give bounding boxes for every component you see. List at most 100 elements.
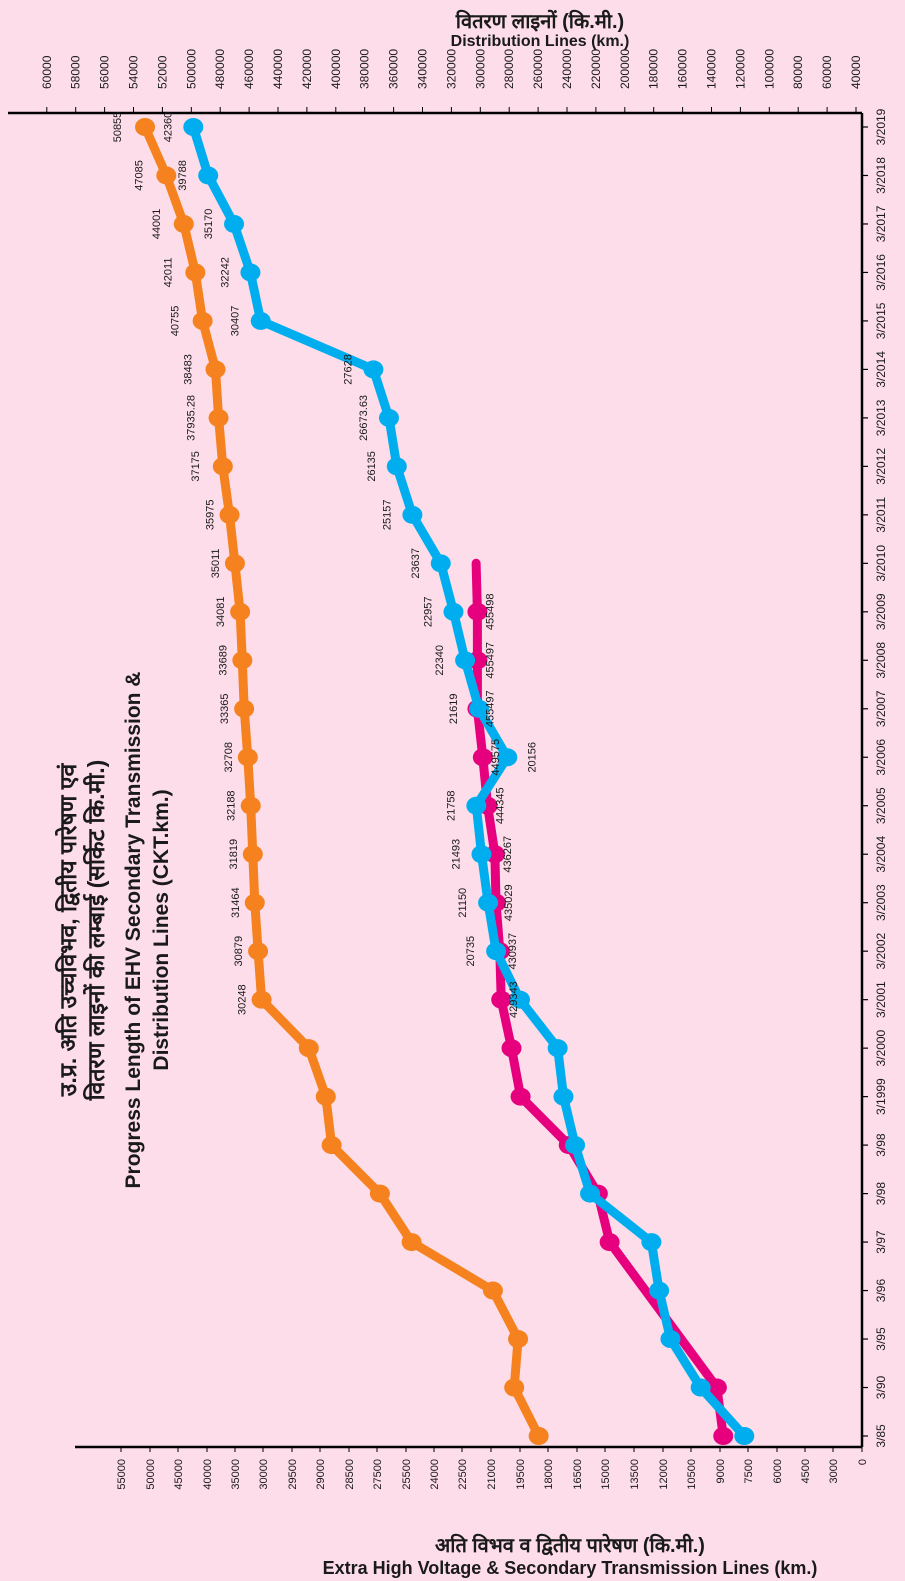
ehv-series-data-label: 34081 — [215, 597, 227, 628]
ehv-series-point — [401, 1233, 422, 1252]
bottom-tick-label: 22500 — [457, 1459, 469, 1490]
ehv-series-point — [248, 942, 269, 961]
bottom-tick-label: 13500 — [629, 1459, 641, 1490]
bottom-tick-label: 45000 — [173, 1459, 185, 1490]
ehv-series-point — [192, 311, 213, 330]
distribution-series-point — [706, 1378, 727, 1397]
ehv-series-data-label: 44001 — [151, 209, 163, 240]
secondary-series-data-label: 22340 — [434, 645, 446, 676]
secondary-series-point — [250, 311, 271, 330]
top-tick-label: 260000 — [531, 49, 545, 89]
top-tick-label: 360000 — [387, 49, 401, 89]
ehv-series-point — [504, 1378, 525, 1397]
secondary-series-point — [565, 1136, 586, 1155]
secondary-series-data-label: 32242 — [219, 257, 231, 288]
x-tick-label: 3/2019 — [874, 108, 888, 145]
x-tick-label: 3/2013 — [874, 399, 888, 436]
chart-title-en-line2: Distribution Lines (CKT.km.) — [150, 789, 173, 1070]
top-tick-label: 460000 — [242, 49, 256, 89]
secondary-series-line — [188, 122, 749, 1441]
secondary-series-data-label: 39788 — [177, 160, 189, 191]
x-tick-label: 3/2004 — [874, 836, 888, 873]
x-tick-label: 3/2017 — [874, 205, 888, 242]
top-tick-label: 140000 — [705, 49, 719, 89]
ehv-series-point — [242, 845, 263, 864]
ehv-series-data-label: 35975 — [205, 500, 217, 531]
bottom-tick-label: 29500 — [287, 1459, 299, 1490]
chart-series — [135, 118, 755, 1445]
x-tick-label: 3/2016 — [874, 254, 888, 291]
ehv-series-line — [140, 122, 544, 1441]
distribution-series-data-label: 435029 — [503, 884, 515, 921]
top-tick-label: 420000 — [300, 49, 314, 89]
ehv-series-point — [315, 1087, 336, 1106]
distribution-series-point — [501, 1039, 522, 1058]
top-tick-label: 400000 — [329, 49, 343, 89]
x-tick-label: 3/90 — [874, 1376, 888, 1400]
bottom-tick-label: 24000 — [429, 1459, 441, 1490]
ehv-series-point — [208, 408, 229, 427]
secondary-series-point — [734, 1427, 755, 1445]
x-tick-label: 3/2012 — [874, 448, 888, 485]
secondary-series-point — [660, 1330, 681, 1349]
secondary-series-point — [183, 118, 204, 136]
ehv-series-point — [251, 990, 272, 1009]
top-tick-label: 40000 — [849, 55, 863, 89]
ehv-series-point — [185, 263, 206, 282]
distribution-series-point — [467, 602, 488, 621]
chart-title-en-line1: Progress Length of EHV Secondary Transmi… — [122, 672, 145, 1189]
ehv-series-point — [173, 214, 194, 233]
x-tick-label: 3/2018 — [874, 157, 888, 194]
x-tick-label: 3/2002 — [874, 933, 888, 970]
bottom-tick-label: 28500 — [344, 1459, 356, 1490]
secondary-series-point — [510, 990, 530, 1009]
secondary-series-point — [455, 651, 476, 670]
ehv-series-data-label: 32708 — [223, 742, 235, 773]
ehv-series-data-label: 42011 — [162, 258, 174, 288]
bottom-tick-label: 0 — [857, 1459, 869, 1465]
bottom-tick-label: 10500 — [686, 1459, 698, 1490]
top-tick-label: 280000 — [502, 49, 516, 89]
x-tick-label: 3/2010 — [874, 545, 888, 582]
ehv-series-data-label: 32188 — [226, 790, 238, 821]
bottom-tick-label: 12000 — [658, 1459, 670, 1490]
secondary-series-point — [402, 505, 423, 524]
left-axis-title-en: Extra High Voltage & Secondary Transmiss… — [323, 1558, 818, 1578]
secondary-series-point — [547, 1039, 568, 1058]
x-tick-label: 3/1999 — [874, 1078, 888, 1115]
bottom-tick-label: 9000 — [715, 1459, 727, 1483]
secondary-series-data-label: 23637 — [410, 548, 422, 579]
x-tick-label: 3/2001 — [874, 981, 888, 1018]
top-tick-label: 480000 — [213, 49, 227, 89]
secondary-series-point — [363, 360, 384, 379]
ehv-series-point — [482, 1281, 503, 1300]
top-tick-label: 220000 — [589, 49, 603, 89]
secondary-series-point — [469, 699, 490, 718]
distribution-series-data-label: 429343 — [508, 981, 520, 1018]
top-tick-label: 60000 — [820, 55, 834, 89]
secondary-series-data-label: 26135 — [366, 451, 378, 482]
top-tick-label: 120000 — [733, 49, 747, 89]
ehv-series-point — [298, 1039, 319, 1058]
ehv-series-data-label: 33689 — [217, 645, 229, 676]
top-tick-label: 240000 — [560, 49, 574, 89]
x-tick-label: 3/2003 — [874, 884, 888, 921]
ehv-series-point — [244, 893, 265, 912]
ehv-series-data-label: 37175 — [190, 451, 202, 482]
secondary-series-point — [690, 1378, 711, 1397]
ehv-series-data-label: 38483 — [182, 354, 194, 385]
x-tick-label: 3/95 — [874, 1327, 888, 1351]
chart-title-hindi-line2: वितरण लाइनों की लम्बाई (सर्किट कि.मी.) — [82, 760, 109, 1102]
x-tick-label: 3/2009 — [874, 593, 888, 630]
ehv-series-point — [219, 505, 240, 524]
top-tick-label: 80000 — [791, 55, 805, 89]
ehv-series-point — [321, 1136, 342, 1155]
secondary-series-data-label: 42360 — [162, 112, 174, 143]
top-tick-label: 160000 — [676, 49, 690, 89]
secondary-series-data-label: 30407 — [230, 306, 242, 337]
ehv-series-point — [230, 602, 251, 621]
distribution-series-data-label: 436267 — [502, 836, 514, 873]
distribution-series-data-label: 430937 — [507, 933, 519, 970]
bottom-tick-label: 7500 — [743, 1459, 755, 1483]
